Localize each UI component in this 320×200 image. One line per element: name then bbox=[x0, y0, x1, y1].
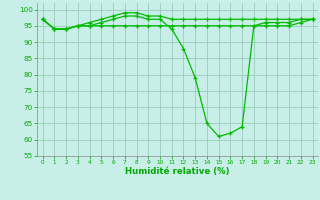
X-axis label: Humidité relative (%): Humidité relative (%) bbox=[125, 167, 230, 176]
